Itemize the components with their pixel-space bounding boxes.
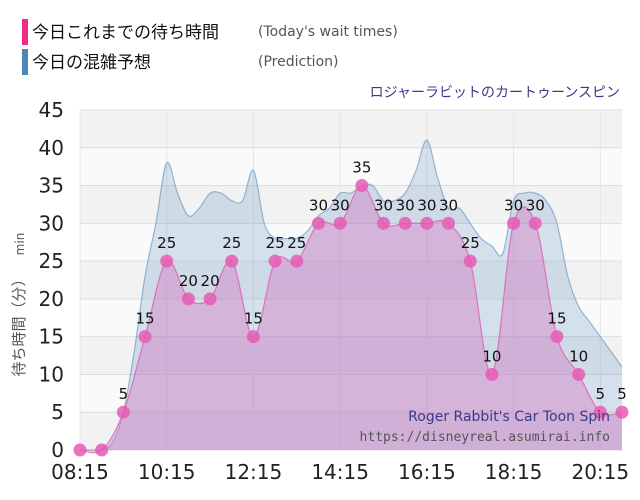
today-data-label: 5	[119, 385, 129, 403]
y-axis-title: 待ち時間（分）	[10, 271, 28, 376]
today-point	[442, 216, 456, 230]
today-data-label: 10	[569, 347, 588, 365]
chart-title: ロジャーラビットのカートゥーンスピン	[370, 85, 620, 101]
y-tick-label: 25	[39, 249, 64, 273]
today-point	[95, 443, 109, 457]
legend-label-today: 今日これまでの待ち時間	[32, 23, 219, 43]
x-tick-label: 08:15	[51, 460, 109, 484]
today-data-label: 30	[504, 196, 523, 214]
x-tick-label: 10:15	[138, 460, 196, 484]
today-data-label: 30	[396, 196, 415, 214]
x-tick-label: 16:15	[398, 460, 456, 484]
legend-label-prediction: 今日の混雑予想	[32, 53, 151, 73]
grid-band	[80, 374, 622, 413]
today-point	[225, 254, 239, 268]
x-tick-label: 14:15	[311, 460, 369, 484]
plot-area: 0 5 10 15 20 25 30 35 40 45 08:15 10:15 12:15 14:15 16…	[39, 98, 630, 484]
today-data-label: 5	[617, 385, 627, 403]
prediction-line	[79, 139, 623, 452]
today-data-label: 35	[352, 159, 371, 177]
y-tick-label: 5	[51, 400, 64, 424]
y-tick-label: 40	[39, 136, 64, 160]
today-data-label: 15	[547, 310, 566, 328]
y-tick-label: 20	[39, 287, 64, 311]
today-point	[398, 216, 412, 230]
grid-band	[80, 261, 622, 299]
today-data-label: 30	[417, 196, 436, 214]
watermark-url: https://disneyreal.asumirai.info	[360, 430, 610, 445]
today-point	[311, 216, 325, 230]
x-tick-label: 20:15	[571, 460, 629, 484]
today-point	[116, 405, 130, 419]
grid-band	[80, 336, 622, 375]
today-point	[246, 330, 260, 344]
today-point	[507, 216, 521, 230]
today-data-label: 25	[222, 234, 241, 252]
today-data-label: 30	[331, 196, 350, 214]
today-data-label: 30	[309, 196, 328, 214]
grid-band	[80, 412, 622, 450]
today-point	[550, 330, 564, 344]
today-data-label: 25	[287, 234, 306, 252]
today-point	[333, 216, 347, 230]
today-point	[203, 292, 217, 306]
today-point	[160, 254, 174, 268]
y-tick-label: 15	[39, 325, 64, 349]
legend-sub-today: (Today's wait times)	[258, 24, 398, 40]
grid-band	[80, 147, 622, 186]
y-axis-label: 待ち時間（分） min	[10, 233, 28, 377]
y-tick-label: 30	[39, 211, 64, 235]
y-tick-label: 45	[39, 98, 64, 122]
today-point	[377, 216, 391, 230]
today-point	[73, 443, 87, 457]
today-data-label: 30	[439, 196, 458, 214]
y-tick-label: 35	[39, 174, 64, 198]
x-tick-label: 12:15	[225, 460, 283, 484]
y-tick-label: 0	[51, 438, 64, 462]
today-data-label: 20	[179, 272, 198, 290]
y-axis-unit: min	[13, 233, 27, 256]
today-point	[420, 216, 434, 230]
today-data-label: 25	[266, 234, 285, 252]
grid-band	[80, 110, 622, 148]
today-point	[528, 216, 542, 230]
today-area	[80, 185, 622, 453]
today-data-label: 15	[244, 310, 263, 328]
today-point	[268, 254, 282, 268]
x-tick-label: 18:15	[485, 460, 543, 484]
today-data-label: 15	[135, 310, 154, 328]
today-point	[615, 405, 629, 419]
today-data-label: 30	[526, 196, 545, 214]
today-data-label: 25	[157, 234, 176, 252]
legend-swatch-prediction	[22, 49, 28, 75]
today-point	[485, 367, 499, 381]
y-tick-label: 10	[39, 362, 64, 386]
legend-swatch-today	[22, 19, 28, 45]
today-point	[572, 367, 586, 381]
grid-band	[80, 298, 622, 337]
today-point	[355, 179, 369, 193]
today-point	[138, 330, 152, 344]
today-data-label: 25	[461, 234, 480, 252]
grid-band	[80, 223, 622, 262]
today-data-label: 20	[201, 272, 220, 290]
today-data-label: 10	[482, 347, 501, 365]
legend: 今日これまでの待ち時間 (Today's wait times) 今日の混雑予想…	[22, 19, 398, 75]
today-point	[463, 254, 477, 268]
today-data-label: 30	[374, 196, 393, 214]
today-data-label: 5	[596, 385, 606, 403]
today-point	[181, 292, 195, 306]
today-point	[290, 254, 304, 268]
legend-sub-prediction: (Prediction)	[258, 54, 338, 70]
watermark-name: Roger Rabbit's Car Toon Spin	[408, 409, 610, 425]
today-point	[593, 405, 607, 419]
